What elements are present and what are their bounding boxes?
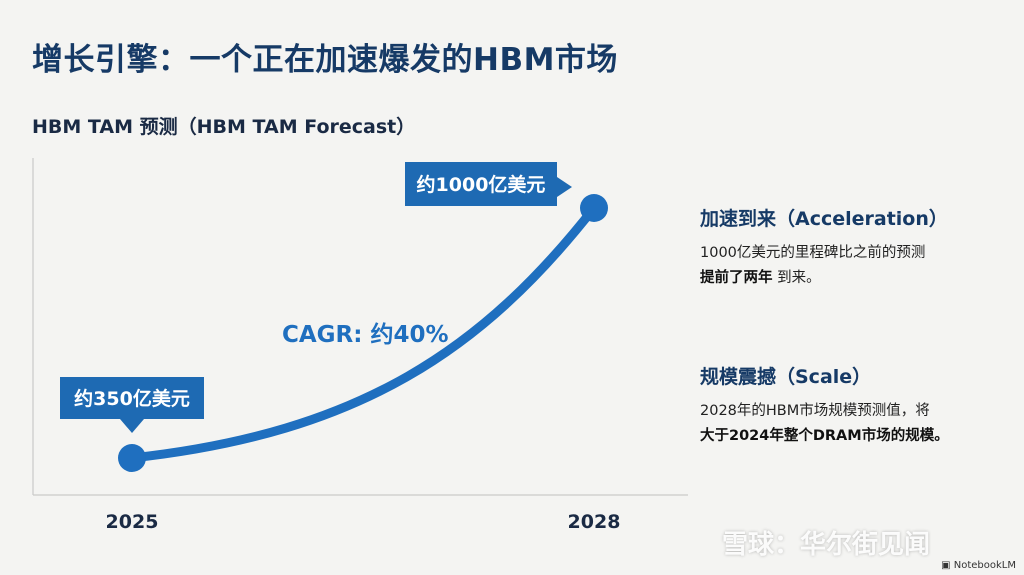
label-box — [405, 162, 557, 206]
label-pointer — [557, 177, 572, 197]
acceleration-text: 1000亿美元的里程碑比之前的预测 提前了两年 到来。 — [700, 245, 926, 286]
label-box — [60, 377, 204, 419]
notebooklm-credit: ▣ NotebookLM — [941, 560, 1016, 571]
label-pointer — [120, 419, 144, 433]
notebook-icon: ▣ — [941, 560, 954, 571]
scale-text: 2028年的HBM市场规模预测值，将 大于2024年整个DRAM市场的规模。 — [700, 403, 949, 444]
acceleration-heading: 加速到来（Acceleration） — [700, 208, 948, 230]
x-tick-label: 2028 — [568, 511, 621, 533]
series-line — [127, 203, 599, 463]
cagr-annotation: CAGR: 约40% — [282, 321, 449, 348]
acceleration-block: 加速到来（Acceleration） 1000亿美元的里程碑比之前的预测 提前了… — [700, 204, 1010, 291]
data-label: 约1000亿美元 — [417, 173, 546, 196]
chart-title: HBM TAM 预测（HBM TAM Forecast） — [32, 116, 416, 138]
data-point — [580, 194, 608, 222]
scale-heading: 规模震撼（Scale） — [700, 366, 872, 388]
scale-block: 规模震撼（Scale） 2028年的HBM市场规模预测值，将 大于2024年整个… — [700, 362, 1010, 449]
tam-line-chart: 2025 2028 约350亿美元 约1000亿美元 CAGR: 约40% — [32, 158, 688, 533]
x-tick-label: 2025 — [106, 511, 159, 533]
watermark: 雪球：华尔街见闻 — [722, 530, 931, 560]
data-point — [118, 444, 146, 472]
data-label: 约350亿美元 — [74, 387, 190, 410]
slide-title: 增长引擎：一个正在加速爆发的HBM市场 — [32, 42, 618, 78]
